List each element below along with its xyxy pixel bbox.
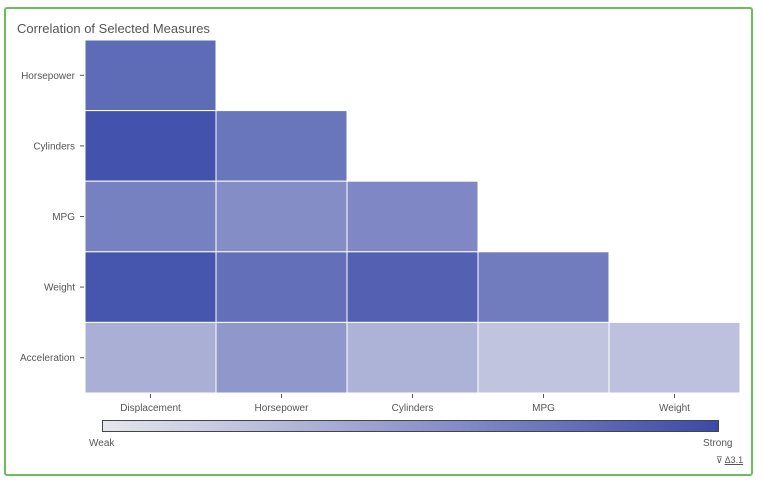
x-tick-label: Weight	[659, 403, 690, 414]
heatmap-cell[interactable]	[346, 180, 479, 253]
chart-title: Correlation of Selected Measures	[17, 21, 210, 36]
heatmap-cell[interactable]	[215, 251, 348, 323]
x-tick-label: Displacement	[120, 403, 181, 414]
legend-weak-label: Weak	[89, 438, 115, 449]
heatmap-cell[interactable]	[215, 110, 348, 182]
heatmap-cell[interactable]	[215, 321, 348, 394]
y-tick-label: Weight	[44, 283, 75, 294]
filter-indicator-label[interactable]: Δ3.1	[724, 455, 744, 465]
y-tick-label: Horsepower	[21, 71, 76, 82]
heatmap-cell[interactable]	[346, 321, 479, 394]
filter-indicator[interactable]: ⊽ Δ3.1	[716, 455, 743, 466]
y-tick-label: MPG	[52, 212, 75, 223]
heatmap-cell[interactable]	[477, 251, 610, 323]
filter-icon: ⊽	[716, 455, 723, 465]
y-tick-label: Cylinders	[33, 141, 75, 152]
x-tick-label: Cylinders	[392, 403, 434, 414]
heatmap-cell[interactable]	[84, 39, 217, 112]
heatmap-cell[interactable]	[84, 180, 217, 253]
x-tick-label: Horsepower	[255, 403, 310, 414]
heatmap-cell[interactable]	[608, 321, 741, 394]
heatmap-cell[interactable]	[84, 321, 217, 394]
y-tick-label: Acceleration	[20, 353, 75, 364]
heatmap-cell[interactable]	[346, 251, 479, 323]
legend-color-scale	[102, 420, 719, 432]
heatmap-cell[interactable]	[477, 321, 610, 394]
legend-strong-label: Strong	[703, 438, 733, 449]
x-tick-label: MPG	[532, 403, 555, 414]
heatmap-cell[interactable]	[215, 180, 348, 253]
heatmap-cell[interactable]	[84, 251, 217, 323]
heatmap-cell[interactable]	[84, 110, 217, 182]
